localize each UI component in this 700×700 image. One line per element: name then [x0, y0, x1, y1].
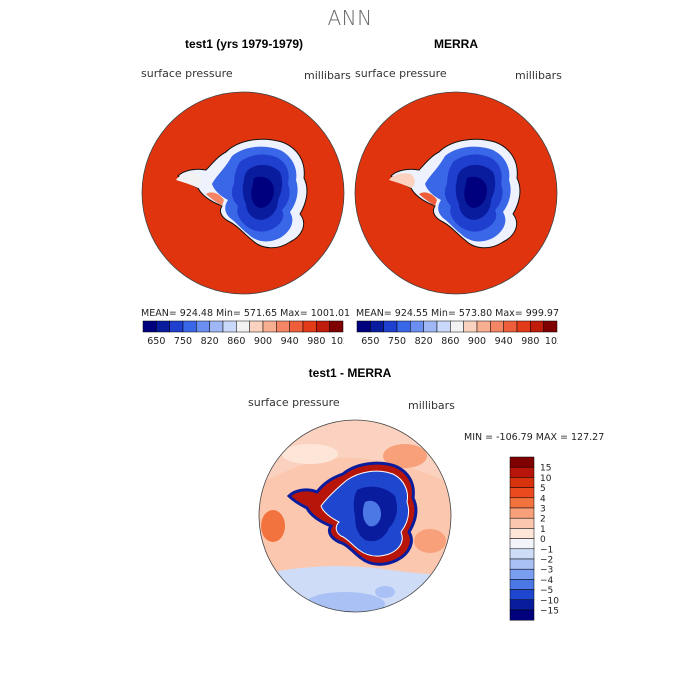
- figure-title: ANN: [327, 6, 373, 30]
- colorbar-swatch: [142, 320, 157, 333]
- legend-swatch: [509, 497, 535, 509]
- colorbar-swatch: [302, 320, 317, 333]
- colorbar-tick-label: 860: [227, 336, 245, 347]
- colorbar-swatch: [276, 320, 290, 333]
- colorbar-tick-label: 750: [174, 336, 192, 347]
- colorbar-swatch: [222, 320, 237, 333]
- colorbar-tick-label: 900: [254, 336, 272, 347]
- legend-swatch: [509, 456, 535, 468]
- antarctica-contours: [176, 138, 308, 249]
- legend-label: 4: [540, 494, 546, 504]
- legend-swatch: [509, 466, 535, 478]
- colorbar-swatch: [503, 320, 518, 333]
- panel-2-polar-map: [354, 91, 558, 295]
- legend-label: 0: [540, 535, 546, 545]
- legend-swatch: [509, 558, 535, 570]
- legend-label: −2: [540, 556, 553, 566]
- panel-1-variable-label: surface pressure: [141, 67, 233, 80]
- colorbar-tick-label: 940: [281, 336, 299, 347]
- colorbar-tick-label: 750: [388, 336, 406, 347]
- colorbar-swatch: [436, 320, 451, 333]
- colorbar-swatch: [196, 320, 210, 333]
- colorbar-swatch: [289, 320, 304, 333]
- colorbar-swatch: [476, 320, 491, 333]
- colorbar-swatch: [236, 320, 250, 333]
- legend-label: −4: [540, 576, 554, 586]
- legend-swatch: [509, 517, 535, 529]
- colorbar-swatch: [543, 320, 558, 333]
- legend-label: 1: [540, 525, 546, 535]
- colorbar-tick-label: 980: [307, 336, 325, 347]
- legend-label: −5: [540, 586, 553, 596]
- colorbar-swatch: [370, 320, 384, 333]
- colorbar-swatch: [209, 320, 224, 333]
- colorbar-swatch: [329, 320, 344, 333]
- colorbar-tick-label: 650: [147, 336, 165, 347]
- colorbar-swatch: [423, 320, 438, 333]
- panel-1-title: test1 (yrs 1979-1979): [184, 37, 304, 51]
- panel-2-variable-label: surface pressure: [355, 67, 447, 80]
- panel-1-stats: MEAN= 924.48 Min= 571.65 Max= 1001.01: [141, 308, 351, 319]
- legend-swatch: [509, 599, 535, 611]
- legend-swatch: [509, 528, 535, 539]
- colorbar-swatch: [396, 320, 411, 333]
- legend-swatch: [509, 487, 535, 499]
- diff-polar-map: [258, 419, 452, 613]
- legend-swatch: [509, 589, 535, 601]
- colorbar-swatch: [410, 320, 424, 333]
- legend-swatch: [509, 548, 535, 560]
- colorbar-swatch: [169, 320, 184, 333]
- legend-swatch: [509, 609, 535, 621]
- colorbar-swatch: [463, 320, 478, 333]
- colorbar-tick-label: 1020: [545, 336, 558, 347]
- panel-2-units-label: millibars: [515, 69, 562, 82]
- colorbar-panel-2: 650 750 820 860 900 940 980 1020: [356, 320, 558, 347]
- legend-swatch: [509, 507, 535, 519]
- colorbar-swatch: [249, 320, 264, 333]
- colorbar-swatch: [490, 320, 504, 333]
- colorbar-tick-label: 1020: [331, 336, 344, 347]
- panel-1-units-label: millibars: [304, 69, 351, 82]
- legend-label: −15: [540, 607, 559, 617]
- legend-swatch: [509, 579, 535, 590]
- legend-swatch: [509, 538, 535, 550]
- legend-label: 10: [540, 474, 552, 484]
- colorbar-tick-label: 940: [495, 336, 513, 347]
- colorbar-swatch: [262, 320, 277, 333]
- antarctica-contours: [389, 138, 521, 249]
- colorbar-tick-label: 900: [468, 336, 486, 347]
- panel-2-title: MERRA: [434, 37, 478, 51]
- colorbar-swatch: [383, 320, 398, 333]
- colorbar-swatch: [316, 320, 330, 333]
- legend-label: −3: [540, 566, 553, 576]
- legend-label: 3: [540, 505, 546, 515]
- diff-panel-title: test1 - MERRA: [308, 366, 392, 380]
- legend-label: −1: [540, 545, 553, 555]
- colorbar-swatch: [182, 320, 197, 333]
- diff-units-label: millibars: [408, 399, 455, 412]
- legend-label: −10: [540, 596, 559, 606]
- colorbar-swatch: [450, 320, 464, 333]
- legend-swatch: [509, 477, 535, 488]
- antarctica-diff-contours: [286, 461, 418, 566]
- colorbar-tick-label: 860: [441, 336, 459, 347]
- panel-1-polar-map: [141, 91, 345, 295]
- colorbar-tick-label: 650: [361, 336, 379, 347]
- legend-label: 5: [540, 484, 546, 494]
- diff-variable-label: surface pressure: [248, 396, 340, 409]
- colorbar-tick-label: 820: [201, 336, 219, 347]
- colorbar-swatch: [530, 320, 544, 333]
- colorbar-swatch: [356, 320, 371, 333]
- colorbar-tick-label: 820: [415, 336, 433, 347]
- colorbar-panel-1: 650 750 820 860 900 940 980 1020: [142, 320, 344, 347]
- legend-label: 15: [540, 464, 551, 474]
- colorbar-tick-label: 980: [521, 336, 539, 347]
- colorbar-swatch: [516, 320, 531, 333]
- legend-swatch: [509, 568, 535, 580]
- panel-2-stats: MEAN= 924.55 Min= 573.80 Max= 999.97: [356, 308, 560, 319]
- legend-label: 2: [540, 515, 546, 525]
- diff-stats: MIN = -106.79 MAX = 127.27: [464, 432, 605, 443]
- colorbar-swatch: [156, 320, 170, 333]
